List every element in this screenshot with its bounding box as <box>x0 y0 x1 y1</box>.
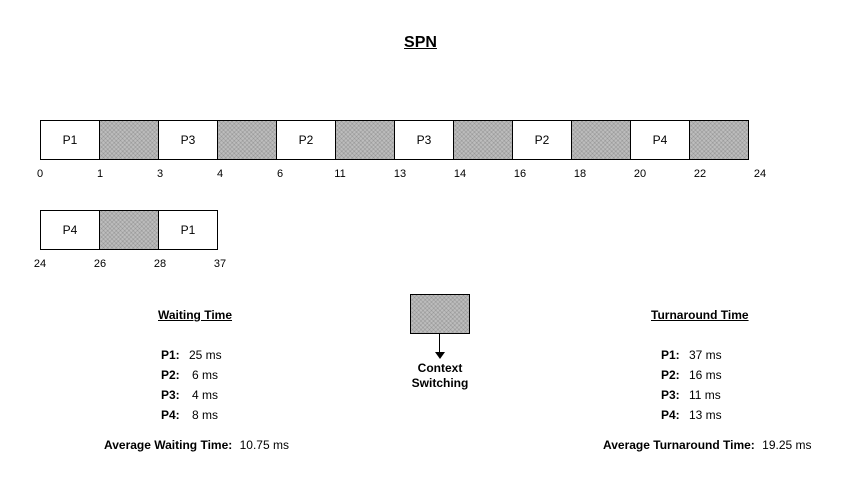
legend-arrow-head <box>435 352 445 359</box>
average-waiting-value: 10.75 ms <box>239 438 289 452</box>
turnaround-row-p1: P1: 37 ms <box>661 348 722 362</box>
time-tick-label: 14 <box>453 168 467 180</box>
time-tick-label: 18 <box>573 168 587 180</box>
turnaround-key: P1: <box>661 348 680 362</box>
process-block: P3 <box>158 120 218 160</box>
turnaround-key: P2: <box>661 368 680 382</box>
time-tick-label: 22 <box>693 168 707 180</box>
average-turnaround-value: 19.25 ms <box>762 438 812 452</box>
turnaround-row-p4: P4: 13 ms <box>661 408 722 422</box>
process-block: P2 <box>276 120 336 160</box>
turnaround-value: 13 ms <box>689 408 722 422</box>
process-block: P3 <box>394 120 454 160</box>
waiting-time-heading: Waiting Time <box>158 308 233 322</box>
turnaround-row-p3: P3: 11 ms <box>661 388 721 402</box>
turnaround-value: 16 ms <box>689 368 722 382</box>
context-switch-block <box>689 120 749 160</box>
process-block: P4 <box>630 120 690 160</box>
turnaround-key: P3: <box>661 388 680 402</box>
turnaround-time-heading: Turnaround Time <box>651 308 749 322</box>
turnaround-value: 37 ms <box>689 348 722 362</box>
context-switch-block <box>99 210 159 250</box>
legend-label-line1: Context <box>417 361 463 375</box>
time-tick-label: 24 <box>33 258 47 270</box>
time-tick-label: 20 <box>633 168 647 180</box>
gantt-row-2: P4 P1 <box>40 210 218 250</box>
turnaround-key: P4: <box>661 408 680 422</box>
diagram-title: SPN <box>404 34 437 51</box>
time-tick-label: 26 <box>93 258 107 270</box>
legend-label-line2: Switching <box>411 376 469 390</box>
waiting-row-p3: P3: 4 ms <box>161 388 218 402</box>
time-tick-label: 28 <box>153 258 167 270</box>
process-block: P2 <box>512 120 572 160</box>
waiting-key: P3: <box>161 388 180 402</box>
time-tick-label: 37 <box>213 258 227 270</box>
gantt-row-1: P1 P3 P2 P3 P2 P4 <box>40 120 749 160</box>
average-turnaround-label: Average Turnaround Time: <box>603 438 755 452</box>
time-tick-label: 13 <box>393 168 407 180</box>
waiting-row-p1: P1: 25 ms <box>161 348 222 362</box>
time-tick-label: 16 <box>513 168 527 180</box>
waiting-row-p4: P4: 8 ms <box>161 408 218 422</box>
waiting-row-p2: P2: 6 ms <box>161 368 218 382</box>
time-tick-label: 3 <box>156 168 164 180</box>
context-switch-legend-label: Context Switching <box>395 361 485 391</box>
turnaround-value: 11 ms <box>689 388 721 402</box>
waiting-value: 6 ms <box>192 368 219 382</box>
time-tick-label: 6 <box>276 168 284 180</box>
process-block: P4 <box>40 210 100 250</box>
average-waiting-time: Average Waiting Time: 10.75 ms <box>104 438 289 452</box>
time-tick-label: 11 <box>334 168 346 180</box>
waiting-value: 25 ms <box>189 348 222 362</box>
context-switch-legend-box <box>410 294 470 334</box>
context-switch-block <box>99 120 159 160</box>
process-block: P1 <box>40 120 100 160</box>
waiting-value: 8 ms <box>192 408 219 422</box>
context-switch-block <box>453 120 513 160</box>
legend-arrow-line <box>439 334 440 354</box>
time-tick-label: 0 <box>36 168 44 180</box>
average-turnaround-time: Average Turnaround Time: 19.25 ms <box>603 438 812 452</box>
turnaround-row-p2: P2: 16 ms <box>661 368 722 382</box>
time-tick-label: 24 <box>753 168 767 180</box>
context-switch-block <box>335 120 395 160</box>
process-block: P1 <box>158 210 218 250</box>
time-tick-label: 4 <box>216 168 224 180</box>
waiting-value: 4 ms <box>192 388 219 402</box>
time-tick-label: 1 <box>96 168 104 180</box>
context-switch-block <box>217 120 277 160</box>
waiting-key: P4: <box>161 408 180 422</box>
waiting-key: P2: <box>161 368 180 382</box>
context-switch-block <box>571 120 631 160</box>
waiting-key: P1: <box>161 348 180 362</box>
average-waiting-label: Average Waiting Time: <box>104 438 233 452</box>
